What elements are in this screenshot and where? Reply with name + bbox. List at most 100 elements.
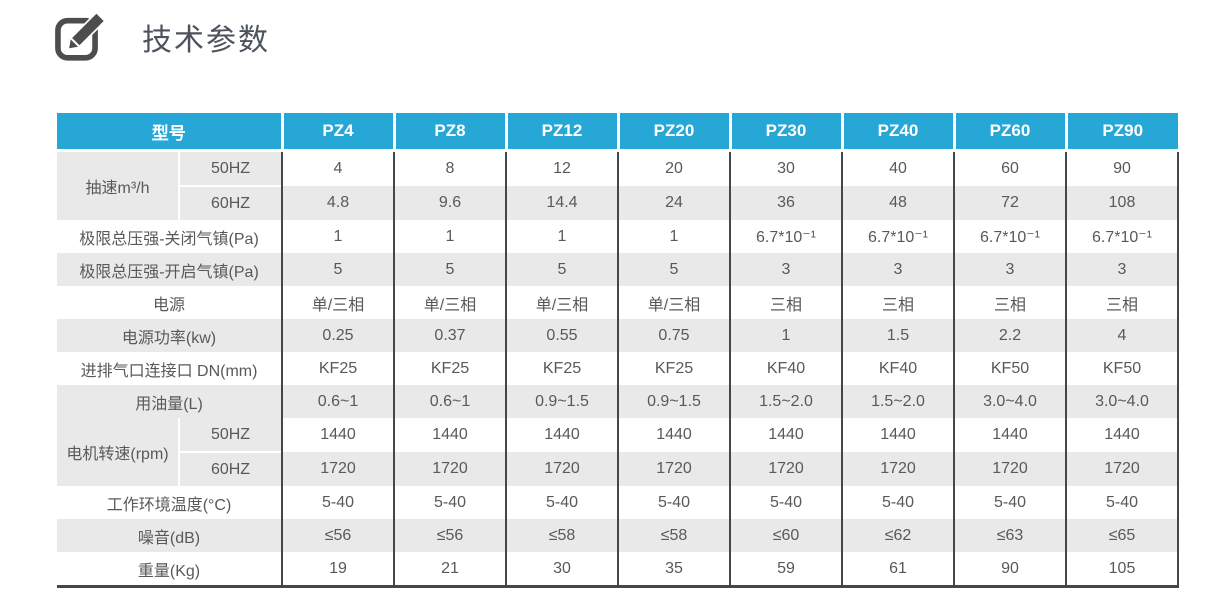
row-group-label: 抽速m³/h [57,150,179,220]
row-group-label: 电机转速(rpm) [57,418,179,486]
row-label: 极限总压强-开启气镇(Pa) [57,253,282,286]
model-column-header: PZ12 [504,113,620,152]
cell-value: 9.6 [393,186,506,220]
model-column-header: PZ40 [840,113,956,152]
cell-value: 1440 [281,418,394,452]
cell-value: KF50 [1065,352,1179,385]
edit-pencil-icon [55,12,106,61]
model-column-header: PZ20 [616,113,732,152]
cell-value: ≤65 [1065,519,1179,552]
cell-value: 3.0~4.0 [1065,385,1179,418]
model-header: 型号 [57,113,284,152]
cell-value: KF40 [729,352,842,385]
row-label: 极限总压强-关闭气镇(Pa) [57,220,282,253]
cell-value: 90 [953,552,1066,588]
section-header: 技术参数 [0,0,1208,64]
cell-value: 14.4 [505,186,618,220]
row-label: 工作环境温度(°C) [57,486,282,519]
cell-value: 1720 [1065,452,1179,486]
cell-value: 5-40 [505,486,618,519]
cell-value: 1440 [841,418,954,452]
cell-value: 48 [841,186,954,220]
cell-value: 6.7*10⁻¹ [1065,220,1179,253]
cell-value: 单/三相 [505,286,618,319]
cell-value: 1 [617,220,730,253]
cell-value: 8 [393,150,506,186]
cell-value: 5-40 [729,486,842,519]
spec-table: 型号 PZ4 PZ8 PZ12 PZ20 PZ30 PZ40 PZ60 PZ90 抽速m³/h… [57,113,1179,588]
cell-value: 3.0~4.0 [953,385,1066,418]
cell-value: 1 [393,220,506,253]
cell-value: 1720 [505,452,618,486]
cell-value: 单/三相 [617,286,730,319]
table-row: 工作环境温度(°C) 5-40 5-40 5-40 5-40 5-40 5-40 5-40 5-… [57,486,1179,519]
model-column-header: PZ8 [392,113,508,152]
cell-value: 3 [1065,253,1179,286]
cell-value: 5-40 [841,486,954,519]
cell-value: 0.9~1.5 [505,385,618,418]
cell-value: ≤58 [617,519,730,552]
cell-value: 72 [953,186,1066,220]
cell-value: KF25 [505,352,618,385]
cell-value: KF25 [393,352,506,385]
cell-value: 4.8 [281,186,394,220]
cell-value: ≤60 [729,519,842,552]
cell-value: 5 [505,253,618,286]
cell-value: 0.9~1.5 [617,385,730,418]
cell-value: 5 [617,253,730,286]
row-label: 重量(Kg) [57,552,282,588]
cell-value: 2.2 [953,319,1066,352]
row-label: 用油量(L) [57,385,282,418]
cell-value: 6.7*10⁻¹ [953,220,1066,253]
table-row: 电机转速(rpm) 50HZ 1440 1440 1440 1440 1440 1440 144… [57,418,1179,486]
cell-value: 0.25 [281,319,394,352]
table-header-row: 型号 PZ4 PZ8 PZ12 PZ20 PZ30 PZ40 PZ60 PZ90 [57,113,1178,152]
cell-value: 12 [505,150,618,186]
page-title: 技术参数 [142,24,270,57]
cell-value: 0.6~1 [281,385,394,418]
cell-value: 105 [1065,552,1179,588]
cell-value: ≤63 [953,519,1066,552]
cell-value: 6.7*10⁻¹ [841,220,954,253]
cell-value: 0.55 [505,319,618,352]
cell-value: 1720 [729,452,842,486]
table-row: 噪音(dB) ≤56 ≤56 ≤58 ≤58 ≤60 ≤62 ≤63 ≤65 [57,519,1179,552]
cell-value: 5 [281,253,394,286]
cell-value: 三相 [953,286,1066,319]
cell-value: 1 [281,220,394,253]
cell-value: 3 [841,253,954,286]
cell-value: 40 [841,150,954,186]
cell-value: ≤58 [505,519,618,552]
table-row: 极限总压强-关闭气镇(Pa) 1 1 1 1 6.7*10⁻¹ 6.7*10⁻¹ 6.7*10… [57,220,1179,253]
cell-value: 1440 [393,418,506,452]
cell-value: 1440 [953,418,1066,452]
cell-value: 108 [1065,186,1179,220]
table-row: 电源功率(kw) 0.25 0.37 0.55 0.75 1 1.5 2.2 4 [57,319,1179,352]
cell-value: KF40 [841,352,954,385]
cell-value: 0.6~1 [393,385,506,418]
row-label: 噪音(dB) [57,519,282,552]
cell-value: 1720 [617,452,730,486]
table-row: 极限总压强-开启气镇(Pa) 5 5 5 5 3 3 3 3 [57,253,1179,286]
cell-value: 20 [617,150,730,186]
table-row: 用油量(L) 0.6~1 0.6~1 0.9~1.5 0.9~1.5 1.5~2.0 1.5… [57,385,1179,418]
table-row: 60HZ 4.8 9.6 14.4 24 36 48 72 108 [57,185,1179,220]
table-row: 进排气口连接口 DN(mm) KF25 KF25 KF25 KF25 KF40 KF40 KF… [57,352,1179,385]
cell-value: 36 [729,186,842,220]
cell-value: 90 [1065,150,1179,186]
sub-row-label: 60HZ [178,451,282,486]
cell-value: 单/三相 [281,286,394,319]
cell-value: 5-40 [953,486,1066,519]
cell-value: 1.5~2.0 [729,385,842,418]
cell-value: 单/三相 [393,286,506,319]
sub-row-label: 50HZ [178,150,282,186]
cell-value: 21 [393,552,506,588]
cell-value: 6.7*10⁻¹ [729,220,842,253]
cell-value: KF25 [617,352,730,385]
cell-value: 5-40 [1065,486,1179,519]
cell-value: 1440 [617,418,730,452]
cell-value: 三相 [1065,286,1179,319]
cell-value: 1 [505,220,618,253]
cell-value: 24 [617,186,730,220]
